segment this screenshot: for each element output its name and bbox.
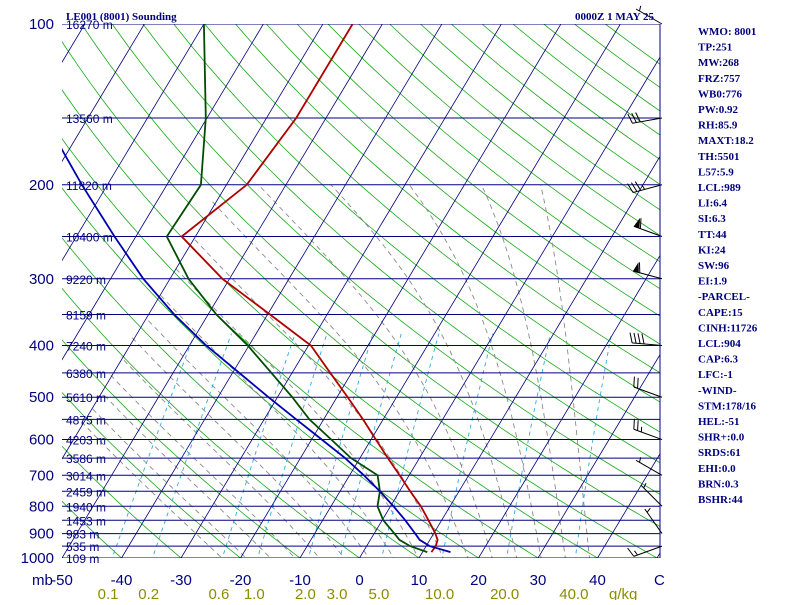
mixing-ratio-unit-label: g/kg bbox=[609, 586, 637, 600]
index-line: HEL:-51 bbox=[698, 416, 740, 428]
index-line: TH:5501 bbox=[698, 151, 740, 163]
index-line: -WIND- bbox=[698, 385, 737, 397]
index-line: WB0:776 bbox=[698, 88, 743, 100]
index-line: BRN:0.3 bbox=[698, 478, 739, 490]
index-line: WMO: 8001 bbox=[698, 26, 756, 38]
pressure-tick-label: 300 bbox=[29, 271, 54, 288]
temperature-tick-label: 30 bbox=[530, 572, 547, 589]
pressure-tick-label: 900 bbox=[29, 526, 54, 543]
mixing-ratio-tick-label: 1.0 bbox=[244, 586, 265, 600]
index-line: L57:5.9 bbox=[698, 166, 734, 178]
index-line: RH:85.9 bbox=[698, 120, 738, 132]
pressure-tick-label: 800 bbox=[29, 498, 54, 515]
index-line: LCL:989 bbox=[698, 182, 741, 194]
mixing-ratio-tick-label: 0.6 bbox=[208, 586, 229, 600]
wind-barb-feather bbox=[640, 218, 641, 228]
pressure-tick-label: 500 bbox=[29, 389, 54, 406]
height-label: 1940 m bbox=[66, 500, 106, 514]
mixing-ratio-tick-label: 3.0 bbox=[327, 586, 348, 600]
pressure-tick-label: 600 bbox=[29, 432, 54, 449]
height-label: 5610 m bbox=[66, 391, 106, 405]
index-line: TP:251 bbox=[698, 42, 732, 54]
index-line: LFC:-1 bbox=[698, 369, 733, 381]
temperature-tick-label: -30 bbox=[170, 572, 192, 589]
pressure-tick-label: 700 bbox=[29, 467, 54, 484]
pressure-tick-label: 1000 bbox=[21, 550, 54, 567]
mixing-ratio-tick-label: 20.0 bbox=[490, 586, 519, 600]
index-line: BSHR:44 bbox=[698, 494, 743, 506]
height-label: 10400 m bbox=[66, 230, 113, 244]
mixing-ratio-tick-label: 0.2 bbox=[138, 586, 159, 600]
height-label: 11820 m bbox=[66, 179, 112, 193]
height-label: 1453 m bbox=[66, 514, 106, 528]
height-label: 4203 m bbox=[66, 434, 106, 448]
mixing-ratio-tick-label: 0.1 bbox=[98, 586, 119, 600]
pressure-tick-label: 200 bbox=[29, 177, 54, 194]
index-line: CINH:11726 bbox=[698, 322, 758, 334]
index-line: -PARCEL- bbox=[698, 291, 750, 303]
height-label: 9220 m bbox=[66, 273, 106, 287]
index-line: EI:1.9 bbox=[698, 276, 728, 288]
index-line: SI:6.3 bbox=[698, 213, 726, 225]
index-line: MW:268 bbox=[698, 57, 739, 69]
index-line: STM:178/16 bbox=[698, 400, 757, 412]
mixing-ratio-tick-label: 10.0 bbox=[425, 586, 454, 600]
station-title: LE001 (8001) Sounding bbox=[66, 11, 177, 23]
index-line: LI:6.4 bbox=[698, 198, 728, 210]
index-line: KI:24 bbox=[698, 244, 726, 256]
temperature-tick-label: -50 bbox=[51, 572, 73, 589]
height-label: 2459 m bbox=[66, 485, 106, 499]
index-line: SW:96 bbox=[698, 260, 730, 272]
wind-barb-feather bbox=[634, 377, 635, 387]
pressure-tick-label: 400 bbox=[29, 338, 54, 355]
height-label: 3014 m bbox=[66, 469, 106, 483]
wind-barb-feather bbox=[638, 378, 639, 388]
temperature-tick-label: 0 bbox=[355, 572, 363, 589]
pressure-unit-label: mb bbox=[32, 572, 53, 589]
index-line: EHI:0.0 bbox=[698, 463, 736, 475]
index-line: LCL:904 bbox=[698, 338, 741, 350]
height-label: 3586 m bbox=[66, 452, 106, 466]
height-label: 4875 m bbox=[66, 413, 106, 427]
wind-barb-feather bbox=[638, 420, 639, 430]
height-label: 6380 m bbox=[66, 367, 106, 381]
wind-barb-feather bbox=[634, 419, 635, 429]
mixing-ratio-tick-label: 2.0 bbox=[295, 586, 316, 600]
height-label: 8159 m bbox=[66, 309, 106, 323]
index-line: CAP:6.3 bbox=[698, 354, 739, 366]
mixing-ratio-tick-label: 5.0 bbox=[369, 586, 390, 600]
index-line: CAPE:15 bbox=[698, 307, 743, 319]
height-label: 13560 m bbox=[66, 112, 113, 126]
temperature-unit-label: C bbox=[654, 572, 665, 589]
index-line: TT:44 bbox=[698, 229, 727, 241]
index-line: SHR+:0.0 bbox=[698, 432, 745, 444]
pressure-tick-label: 100 bbox=[29, 16, 54, 33]
index-line: PW:0.92 bbox=[698, 104, 739, 116]
sounding-time: 0000Z 1 MAY 25 bbox=[575, 11, 654, 23]
temperature-tick-label: 40 bbox=[589, 572, 606, 589]
height-label: 109 m bbox=[66, 552, 99, 566]
mixing-ratio-tick-label: 40.0 bbox=[559, 586, 588, 600]
index-line: SRDS:61 bbox=[698, 447, 741, 459]
temperature-tick-label: 20 bbox=[470, 572, 487, 589]
height-label: 7240 m bbox=[66, 340, 106, 354]
index-line: FRZ:757 bbox=[698, 73, 741, 85]
index-line: MAXT:18.2 bbox=[698, 135, 754, 147]
